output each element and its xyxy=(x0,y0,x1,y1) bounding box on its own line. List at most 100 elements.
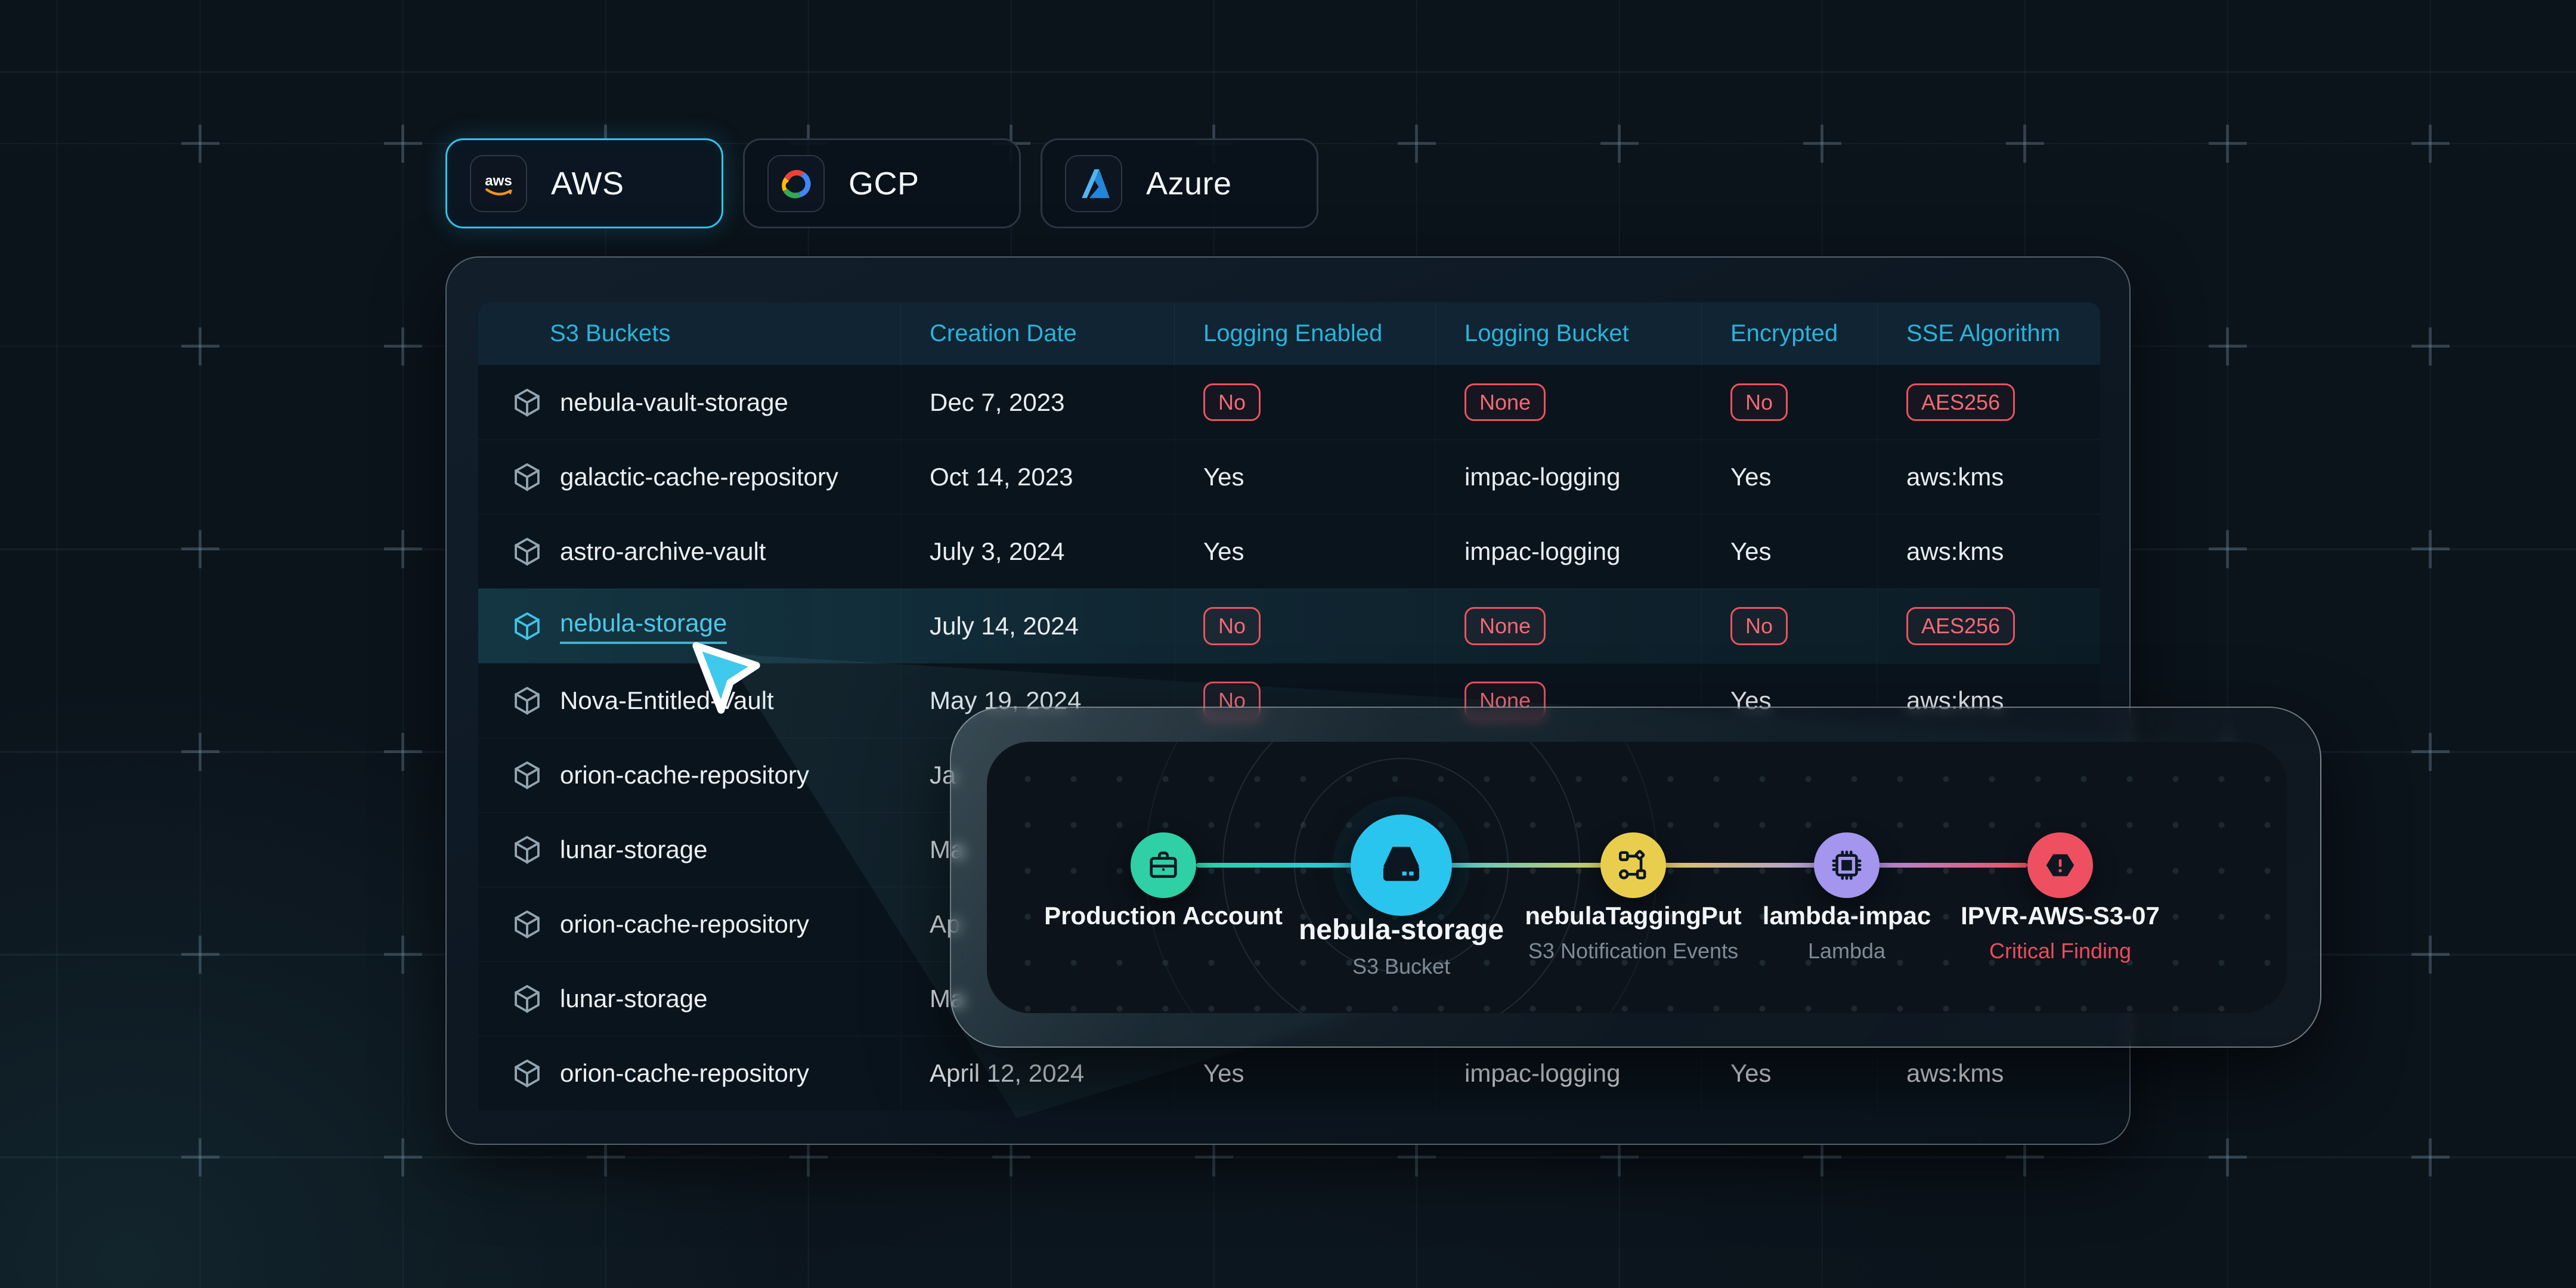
bucket-name-cell: orion-cache-repository xyxy=(478,887,900,961)
alert-icon xyxy=(2046,854,2075,877)
column-header: Logging Bucket xyxy=(1435,302,1701,365)
bucket-icon xyxy=(515,612,540,640)
creation-date-cell: Dec 7, 2023 xyxy=(900,365,1174,439)
bucket-icon xyxy=(515,761,540,789)
table-header-row: S3 Buckets Creation Date Logging Enabled Lo… xyxy=(478,302,2100,365)
bucket-icon xyxy=(515,388,540,417)
value-cell: aws:kms xyxy=(1877,440,2100,514)
bucket-icon xyxy=(515,463,540,491)
column-header: Logging Enabled xyxy=(1174,302,1435,365)
mouse-cursor xyxy=(687,639,766,718)
alert-badge: No xyxy=(1203,383,1261,422)
value-text: impac-logging xyxy=(1465,1059,1621,1087)
table-row[interactable]: astro-archive-vault July 3, 2024 Yes impac-… xyxy=(478,514,2100,589)
node-label: lambda-impac xyxy=(1762,902,1931,930)
value-cell: impac-logging xyxy=(1435,1036,1701,1110)
table-row[interactable]: galactic-cache-repository Oct 14, 2023 Yes… xyxy=(478,439,2100,514)
value-text: Yes xyxy=(1203,537,1244,565)
tab-azure[interactable]: Azure xyxy=(1041,138,1318,228)
alert-badge: None xyxy=(1465,607,1546,645)
creation-date-cell: July 3, 2024 xyxy=(900,515,1174,589)
flow-line xyxy=(1196,863,2027,868)
svg-text:aws: aws xyxy=(485,172,512,188)
tab-gcp[interactable]: GCP xyxy=(743,138,1021,228)
bucket-icon xyxy=(515,1059,540,1088)
ripple-ring xyxy=(1145,742,1658,1013)
gcp-logo-icon xyxy=(782,169,811,199)
bucket-name-cell: orion-cache-repository xyxy=(478,1036,900,1110)
node-sublabel: Critical Finding xyxy=(1989,939,2132,963)
bucket-name: astro-archive-vault xyxy=(560,537,766,565)
bucket-name-cell: lunar-storage xyxy=(478,813,900,887)
value-text: aws:kms xyxy=(1906,1059,2004,1087)
table-row[interactable]: nebula-storage July 14, 2024 No None No AES25… xyxy=(478,589,2100,663)
cloud-provider-tabs: aws AWS GCP Azure xyxy=(445,138,1318,228)
tab-label: Azure xyxy=(1146,165,1232,202)
node-label: IPVR-AWS-S3-07 xyxy=(1961,902,2160,930)
value-cell: No xyxy=(1174,365,1435,439)
creation-date-cell: July 14, 2024 xyxy=(900,589,1174,663)
pointer-cursor-icon xyxy=(692,642,760,714)
value-text: Yes xyxy=(1730,1059,1772,1087)
aws-logo-icon: aws xyxy=(485,172,513,196)
value-text: impac-logging xyxy=(1465,463,1621,491)
azure-logo-icon xyxy=(1065,154,1122,212)
value-cell: Yes xyxy=(1701,515,1877,589)
bucket-name: Nova-Entitled-Vault xyxy=(560,686,774,714)
bucket-name[interactable]: nebula-storage xyxy=(560,609,727,644)
bucket-icon xyxy=(515,910,540,939)
value-cell: Yes xyxy=(1174,1036,1435,1110)
value-cell: Yes xyxy=(1701,1036,1877,1110)
resource-flow-panel: Production Account nebula-storage S3 Buck… xyxy=(950,707,2321,1048)
value-cell: aws:kms xyxy=(1877,515,2100,589)
column-header: SSE Algorithm xyxy=(1877,302,2100,365)
value-cell: None xyxy=(1435,365,1701,439)
bucket-name-cell: nebula-storage xyxy=(478,589,900,663)
value-cell: No xyxy=(1701,589,1877,663)
tab-label: GCP xyxy=(849,165,919,202)
bucket-icon xyxy=(515,686,540,715)
value-text: Yes xyxy=(1730,463,1772,491)
table-row[interactable]: nebula-vault-storage Dec 7, 2023 No None No A… xyxy=(478,365,2100,439)
alert-badge: AES256 xyxy=(1906,383,2015,422)
bucket-name-cell: astro-archive-vault xyxy=(478,515,900,589)
bucket-name-cell: nebula-vault-storage xyxy=(478,365,900,439)
bucket-name-cell: orion-cache-repository xyxy=(478,738,900,812)
value-text: aws:kms xyxy=(1906,463,2004,491)
bucket-name: orion-cache-repository xyxy=(560,761,809,789)
value-cell: Yes xyxy=(1701,440,1877,514)
value-cell: impac-logging xyxy=(1435,440,1701,514)
tab-aws[interactable]: aws AWS xyxy=(445,138,723,228)
azure-logo-icon xyxy=(1082,169,1110,198)
column-header: S3 Buckets xyxy=(550,320,671,346)
aws-logo-icon: aws xyxy=(470,154,527,212)
gcp-logo-icon xyxy=(767,154,825,212)
alert-badge: None xyxy=(1465,383,1546,422)
value-text: Yes xyxy=(1203,463,1244,491)
value-cell: Yes xyxy=(1174,440,1435,514)
flow-canvas: Production Account nebula-storage S3 Buck… xyxy=(987,742,2287,1013)
alert-badge: No xyxy=(1730,383,1788,422)
bucket-name-cell: Nova-Entitled-Vault xyxy=(478,664,900,738)
flow-node-5: IPVR-AWS-S3-07 Critical Finding xyxy=(1893,742,2227,1013)
column-header: Encrypted xyxy=(1701,302,1877,365)
bucket-name: galactic-cache-repository xyxy=(560,463,838,491)
value-cell: AES256 xyxy=(1877,589,2100,663)
value-cell: AES256 xyxy=(1877,365,2100,439)
bucket-icon xyxy=(515,984,540,1013)
value-text: impac-logging xyxy=(1465,537,1621,565)
flow-node-4: lambda-impac Lambda xyxy=(1680,742,2014,1013)
tab-label: AWS xyxy=(551,165,624,202)
value-text: aws:kms xyxy=(1906,537,2004,565)
bucket-name: lunar-storage xyxy=(560,984,708,1013)
column-header: Creation Date xyxy=(900,302,1174,365)
value-cell: impac-logging xyxy=(1435,515,1701,589)
bucket-name: nebula-vault-storage xyxy=(560,388,788,416)
bucket-icon xyxy=(515,537,540,566)
value-cell: Yes xyxy=(1174,515,1435,589)
alert-badge: AES256 xyxy=(1906,607,2015,645)
value-text: Yes xyxy=(1730,537,1772,565)
value-text: Yes xyxy=(1203,1059,1244,1087)
bucket-name-cell: galactic-cache-repository xyxy=(478,440,900,514)
